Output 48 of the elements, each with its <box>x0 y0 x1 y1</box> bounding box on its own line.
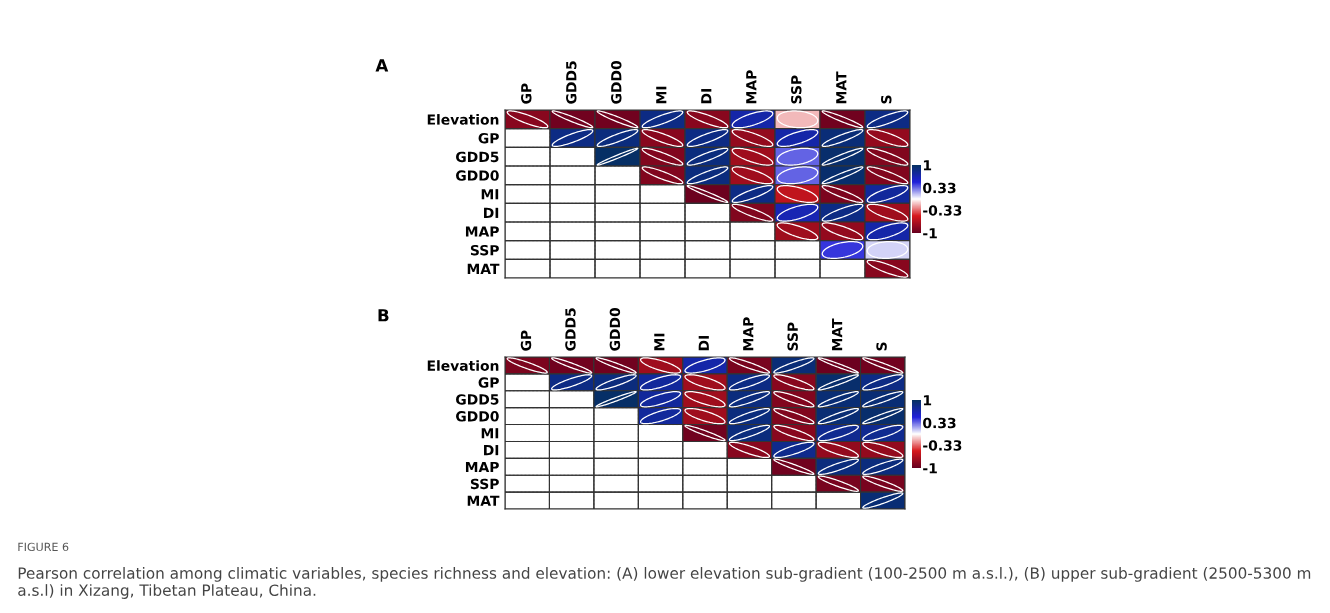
y-tick-label: GDD5 <box>456 394 499 405</box>
x-tick-label: SSP <box>791 75 802 104</box>
y-tick-label: MAT <box>467 263 500 274</box>
y-tick-label: MI <box>481 189 499 200</box>
y-tick-label: MAT <box>467 495 500 506</box>
color-bar-label: 1 <box>923 160 932 171</box>
x-tick-label: S <box>876 342 887 351</box>
y-tick-label: DI <box>484 445 499 456</box>
x-tick-label: DI <box>701 89 712 104</box>
y-tick-label: SSP <box>470 478 499 490</box>
y-tick-label: MI <box>481 428 499 439</box>
x-tick-label: GDD5 <box>566 61 577 104</box>
x-tick-label: MAP <box>743 317 754 351</box>
x-tick-label: GP <box>520 330 532 351</box>
color-bar-label: -0.33 <box>923 205 962 216</box>
color-bar-label: -0.33 <box>923 440 962 451</box>
color-bar-label: 0.33 <box>923 417 956 429</box>
color-bar-label: -1 <box>923 228 937 239</box>
y-tick-label: GDD0 <box>456 411 499 422</box>
x-tick-label: SSP <box>787 322 798 351</box>
x-tick-label: MI <box>654 333 665 351</box>
x-tick-label: DI <box>698 336 709 351</box>
chart-title: B <box>378 309 389 322</box>
y-tick-label: DI <box>484 207 499 218</box>
y-tick-label: GDD5 <box>456 151 499 163</box>
x-tick-label: MI <box>656 86 667 104</box>
x-tick-label: MAT <box>832 318 843 351</box>
caption: FIGURE 6 <box>18 542 69 552</box>
color-bar-label: 1 <box>923 395 932 406</box>
y-tick-label: GDD0 <box>456 170 499 181</box>
text: Pearson correlation among climatic variables, species richness and elevation: (A) lower elevation sub-gradient (100-2500 m a.s.l.), (B) upper sub-gradient (2500-5300 m a.s.l) in Xizang, Tibetan Plateau, China. <box>18 567 1311 599</box>
y-tick-label: GP <box>478 377 499 388</box>
x-tick-label: GDD0 <box>611 60 622 104</box>
x-tick-label: S <box>881 95 892 104</box>
x-tick-label: MAT <box>836 71 847 104</box>
y-tick-label: SSP <box>470 244 499 256</box>
y-tick-label: GP <box>478 132 499 144</box>
y-tick-label: Elevation <box>427 114 499 125</box>
y-tick-label: MAP <box>465 461 499 473</box>
x-tick-label: MAP <box>746 70 757 104</box>
x-tick-label: GDD5 <box>565 308 576 351</box>
y-tick-label: MAP <box>465 226 499 237</box>
x-tick-label: GDD0 <box>609 307 621 351</box>
color-bar-label: 0.33 <box>923 182 956 194</box>
y-tick-label: Elevation <box>427 360 499 371</box>
color-bar-label: -1 <box>923 463 937 474</box>
chart-title: A <box>375 59 389 72</box>
x-tick-label: GP <box>521 83 532 104</box>
